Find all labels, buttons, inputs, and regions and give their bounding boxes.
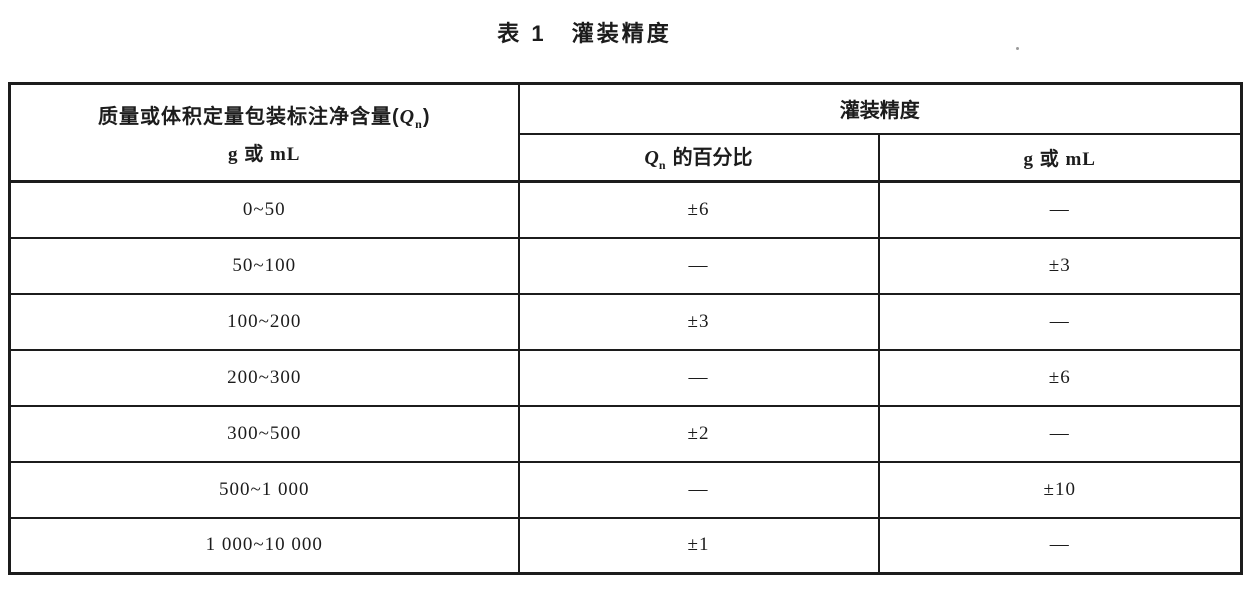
cell-percent: ±2: [517, 404, 880, 463]
header-percent-label: 的百分比: [672, 147, 753, 170]
table-title: 表 1 灌装精度: [0, 16, 1249, 48]
header-net-content-unit: g 或 mL: [227, 143, 301, 165]
table-row: 50~100 — ±3: [8, 236, 1243, 295]
table-name: 灌装精度: [571, 21, 672, 46]
table-number: 表 1: [497, 21, 547, 46]
qn-subscript: n: [415, 116, 423, 131]
table-row: 1 000~10 000 ±1 —: [8, 516, 1243, 575]
header-net-content-line1: 质量或体积定量包装标注净含量(Qn): [12, 100, 517, 132]
filling-precision-table: 质量或体积定量包装标注净含量(Qn) g 或 mL 灌装精度 Qn 的百分比 g …: [8, 82, 1243, 575]
cell-net-content: 100~200: [8, 292, 520, 351]
header-net-content-prefix: 质量或体积定量包装标注净含量(: [98, 105, 400, 128]
header-percent: Qn 的百分比: [517, 132, 880, 183]
cell-net-content: 1 000~10 000: [8, 516, 520, 575]
cell-amount: —: [877, 180, 1243, 239]
table-row: 300~500 ±2 —: [8, 404, 1243, 463]
qn-subscript: n: [658, 158, 666, 173]
cell-amount: —: [877, 516, 1243, 575]
qn-symbol: Q: [644, 147, 659, 170]
cell-amount: ±10: [877, 460, 1243, 519]
scan-speck: [1016, 47, 1019, 50]
cell-percent: ±3: [517, 292, 880, 351]
header-net-content: 质量或体积定量包装标注净含量(Qn) g 或 mL: [8, 82, 520, 183]
cell-percent: —: [517, 460, 880, 519]
header-net-content-suffix: ): [422, 105, 431, 128]
cell-percent: —: [517, 236, 880, 295]
cell-net-content: 0~50: [8, 180, 520, 239]
cell-amount: —: [877, 404, 1243, 463]
cell-net-content: 50~100: [8, 236, 520, 295]
table-row: 200~300 — ±6: [8, 348, 1243, 407]
cell-net-content: 500~1 000: [8, 460, 520, 519]
table-row: 0~50 ±6 —: [8, 180, 1243, 239]
cell-percent: —: [517, 348, 880, 407]
header-amount-unit: g 或 mL: [877, 132, 1243, 183]
cell-amount: ±3: [877, 236, 1243, 295]
header-group-filling-precision: 灌装精度: [517, 82, 1243, 134]
qn-symbol: Q: [399, 105, 416, 128]
cell-amount: —: [877, 292, 1243, 351]
cell-amount: ±6: [877, 348, 1243, 407]
cell-net-content: 300~500: [8, 404, 520, 463]
table-row: 100~200 ±3 —: [8, 292, 1243, 351]
cell-percent: ±6: [517, 180, 880, 239]
cell-percent: ±1: [517, 516, 880, 575]
table-row: 500~1 000 — ±10: [8, 460, 1243, 519]
cell-net-content: 200~300: [8, 348, 520, 407]
